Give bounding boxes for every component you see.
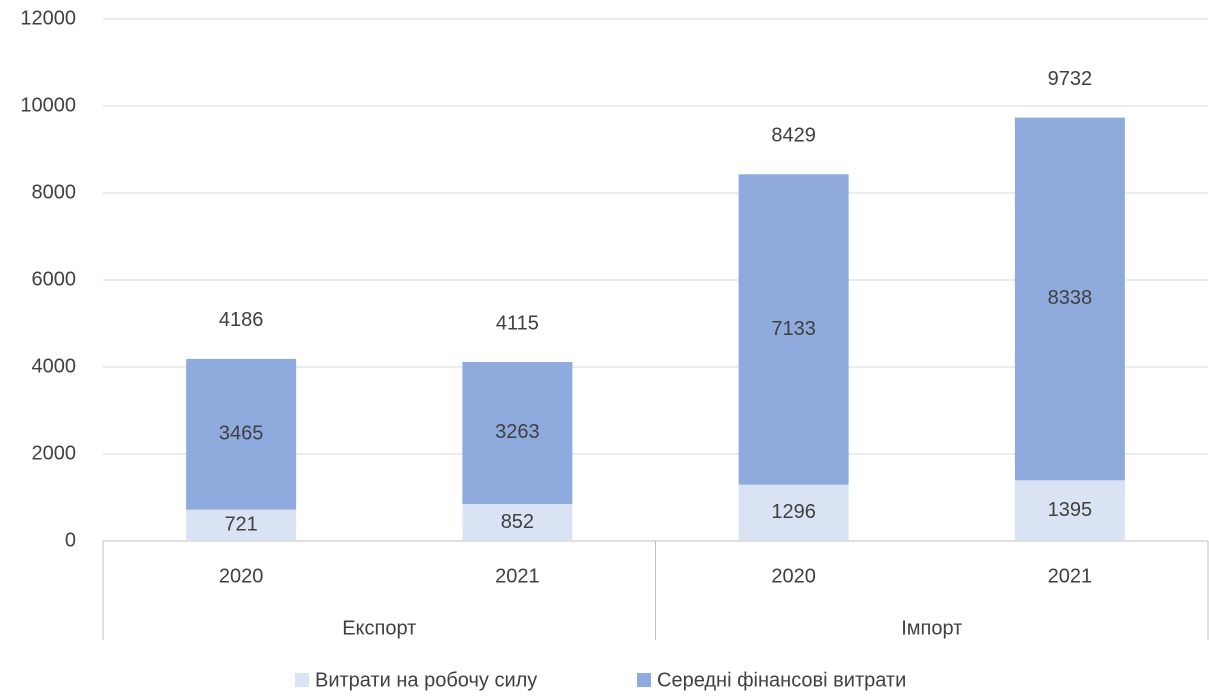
y-tick-label: 0 <box>65 529 76 551</box>
bar-segment <box>738 174 849 485</box>
legend-swatch <box>295 673 309 687</box>
y-tick-label: 2000 <box>32 442 77 464</box>
bar-segment <box>1014 117 1125 481</box>
bar-segment <box>1014 480 1125 541</box>
y-tick-label: 12000 <box>20 7 76 29</box>
y-tick-label: 6000 <box>32 268 77 290</box>
x-tick-label: 2020 <box>219 565 264 587</box>
legend-label: Витрати на робочу силу <box>315 669 537 691</box>
x-tick-label: 2021 <box>1048 565 1093 587</box>
total-label: 4186 <box>219 309 264 331</box>
total-label: 9732 <box>1048 68 1093 90</box>
total-label: 4115 <box>496 312 539 334</box>
data-label: 3465 <box>219 423 264 445</box>
data-label: 852 <box>501 511 534 533</box>
data-label: 1395 <box>1048 499 1093 521</box>
group-label: Експорт <box>342 617 416 639</box>
x-tick-label: 2021 <box>495 565 540 587</box>
bar-segment <box>186 509 297 541</box>
data-label: 3263 <box>495 421 540 443</box>
group-label: Імпорт <box>901 617 962 639</box>
y-tick-label: 8000 <box>32 181 77 203</box>
data-label: 7133 <box>771 318 816 340</box>
data-label: 721 <box>224 514 257 536</box>
bar-segment <box>462 503 573 541</box>
legend-label: Середні фінансові витрати <box>657 669 906 691</box>
data-label: 1296 <box>771 501 816 523</box>
legend-swatch <box>637 673 651 687</box>
bar-segment <box>186 358 297 510</box>
bar-segment <box>462 361 573 504</box>
y-tick-label: 10000 <box>20 94 76 116</box>
bar-segment <box>738 484 849 541</box>
x-tick-label: 2020 <box>771 565 816 587</box>
y-tick-label: 4000 <box>32 355 77 377</box>
data-label: 8338 <box>1048 287 1093 309</box>
total-label: 8429 <box>771 125 816 147</box>
